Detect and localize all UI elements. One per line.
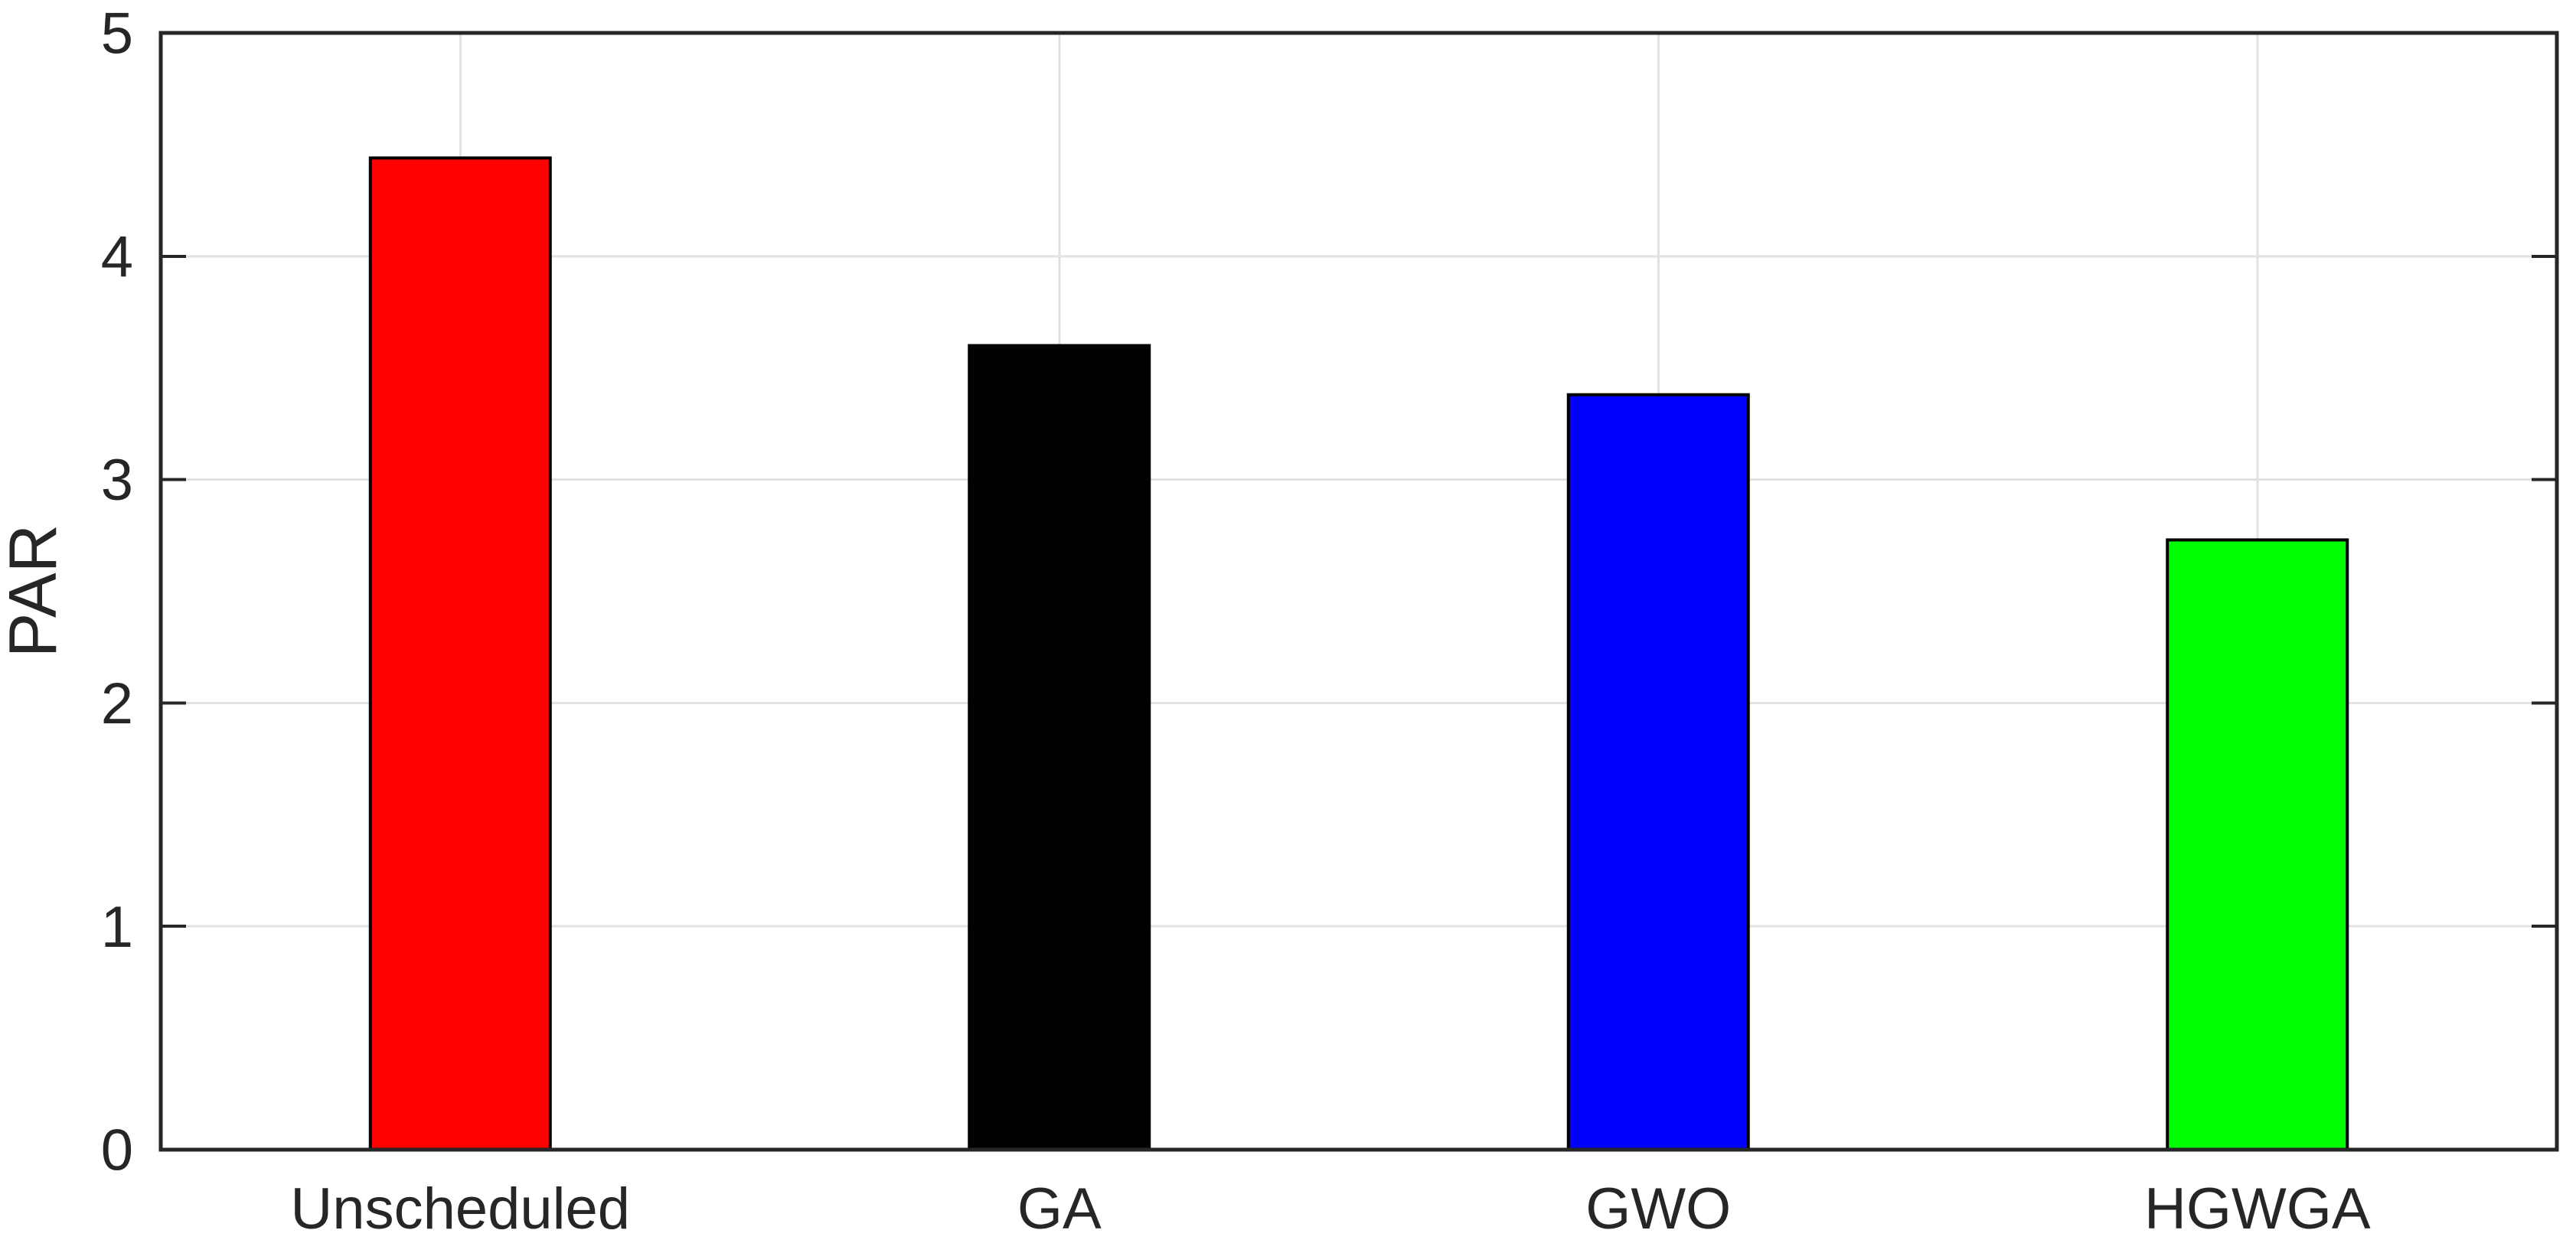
bar-ga bbox=[968, 344, 1151, 1151]
y-axis-label: PAR bbox=[0, 524, 70, 657]
x-category-label: GA bbox=[1017, 1176, 1102, 1242]
y-tick-label: 5 bbox=[101, 2, 133, 67]
axes-frame-layer bbox=[158, 31, 2559, 1152]
y-tick-label: 2 bbox=[101, 671, 133, 736]
x-category-label: Unscheduled bbox=[290, 1176, 630, 1242]
x-category-label: HGWGA bbox=[2144, 1176, 2371, 1242]
y-tick-label: 4 bbox=[101, 224, 133, 289]
y-tick-labels-layer: 0 1 2 3 4 5 bbox=[101, 2, 133, 1183]
bar-gwo bbox=[1566, 393, 1750, 1151]
tick-marks-layer bbox=[161, 254, 2557, 928]
y-tick-label: 1 bbox=[101, 895, 133, 960]
axes-frame bbox=[158, 31, 2559, 1152]
y-tick-label: 3 bbox=[101, 448, 133, 513]
x-category-labels-layer: Unscheduled GA GWO HGWGA bbox=[290, 1176, 2370, 1242]
x-category-label: GWO bbox=[1585, 1176, 1731, 1242]
y-tick-label: 0 bbox=[101, 1118, 133, 1183]
bar-unscheduled bbox=[368, 156, 552, 1152]
bar-hgwga bbox=[2166, 538, 2349, 1151]
bars-layer bbox=[368, 156, 2349, 1152]
